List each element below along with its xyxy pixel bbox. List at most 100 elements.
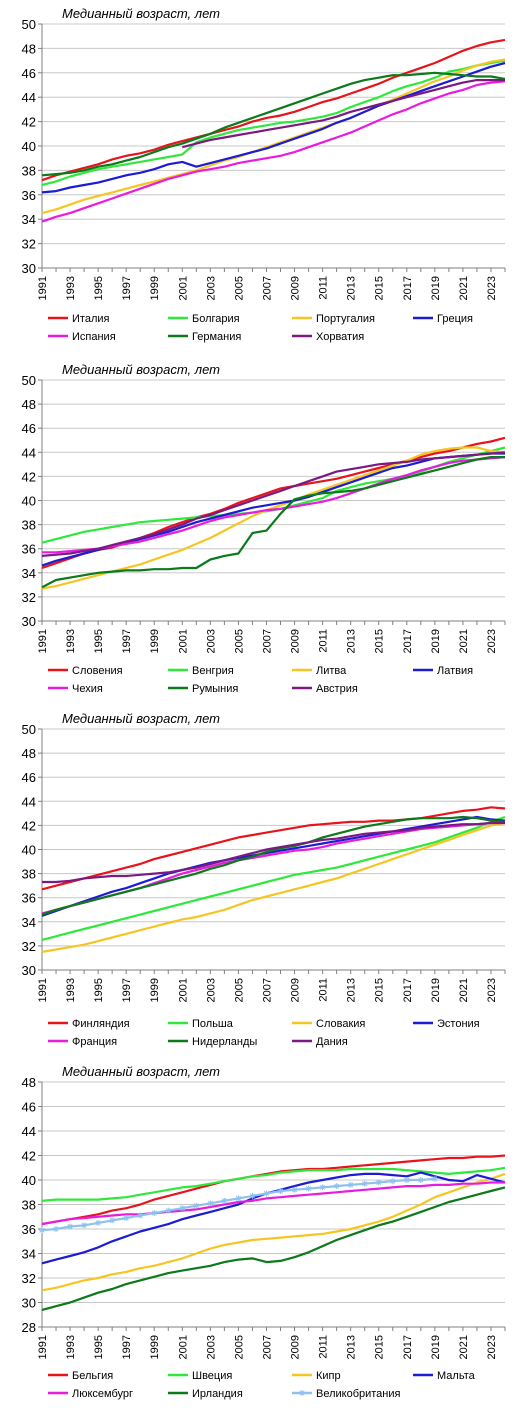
x-tick-label: 2021 bbox=[458, 978, 470, 1002]
x-tick-label: 1993 bbox=[65, 629, 77, 653]
x-tick-label: 2019 bbox=[430, 276, 442, 300]
y-tick-label: 36 bbox=[22, 891, 36, 906]
x-tick-label: 1997 bbox=[121, 629, 133, 653]
chart-panel-2: 30 32 34 36 38 40 42 44 46 48 50 1991 1993 1995 1997 19… bbox=[22, 362, 506, 695]
x-tick-label: 2005 bbox=[233, 1335, 245, 1359]
legend-label: Польша bbox=[192, 1018, 234, 1030]
x-tick-label: 2009 bbox=[290, 978, 302, 1002]
x-tick-label: 2003 bbox=[205, 276, 217, 300]
y-tick-label: 38 bbox=[22, 867, 36, 882]
series-marker bbox=[81, 1222, 88, 1229]
series-marker bbox=[221, 1197, 228, 1204]
legend-label: Австрия bbox=[316, 683, 358, 695]
y-axis-label: Медианный возраст, лет bbox=[62, 362, 220, 377]
x-tick-label: 1991 bbox=[37, 276, 49, 300]
x-tick-label: 2001 bbox=[177, 978, 189, 1002]
series-line bbox=[41, 821, 506, 953]
x-tick-label: 1999 bbox=[149, 629, 161, 653]
series-marker bbox=[431, 1175, 438, 1182]
x-tick-label: 2019 bbox=[430, 1335, 442, 1359]
legend-label: Греция bbox=[437, 313, 473, 325]
y-tick-label: 32 bbox=[22, 1271, 36, 1286]
y-tick-label: 30 bbox=[22, 614, 36, 629]
y-tick-label: 48 bbox=[22, 41, 36, 56]
y-tick-label: 30 bbox=[22, 1296, 36, 1311]
x-tick-label: 1995 bbox=[93, 978, 105, 1002]
series-line bbox=[41, 1166, 506, 1202]
series-marker bbox=[109, 1217, 116, 1224]
x-tick-label: 2021 bbox=[458, 629, 470, 653]
x-tick-label: 1991 bbox=[37, 629, 49, 653]
series-line bbox=[41, 1181, 505, 1226]
y-tick-label: 38 bbox=[22, 518, 36, 533]
y-axis-label: Медианный возраст, лет bbox=[62, 711, 220, 726]
legend-label: Словакия bbox=[316, 1018, 365, 1030]
x-tick-label: 1999 bbox=[149, 1335, 161, 1359]
x-tick-label: 2003 bbox=[205, 1335, 217, 1359]
legend-label: Германия bbox=[192, 331, 241, 343]
x-tick-label: 2023 bbox=[486, 629, 498, 653]
x-tick-label: 1999 bbox=[149, 276, 161, 300]
series-marker bbox=[417, 1177, 424, 1183]
series-marker bbox=[347, 1181, 354, 1188]
y-tick-label: 34 bbox=[22, 915, 36, 930]
series-marker bbox=[151, 1210, 158, 1217]
series-marker bbox=[207, 1200, 214, 1207]
x-tick-label: 2007 bbox=[261, 276, 273, 300]
series-marker bbox=[389, 1178, 396, 1185]
series-line bbox=[41, 71, 506, 177]
legend-label: Италия bbox=[72, 313, 110, 325]
x-tick-label: 2015 bbox=[374, 276, 386, 300]
legend-label: Чехия bbox=[72, 683, 103, 695]
y-tick-label: 50 bbox=[22, 722, 36, 737]
y-tick-label: 32 bbox=[22, 590, 36, 605]
series-line bbox=[182, 79, 505, 149]
chart-panel-4: 28 30 32 34 36 38 40 42 44 46 48 1991 1993 1995 1997 19… bbox=[22, 1064, 506, 1400]
y-tick-label: 40 bbox=[22, 494, 36, 509]
y-tick-label: 32 bbox=[22, 939, 36, 954]
series-marker bbox=[53, 1226, 60, 1232]
legend-label: Великобритания bbox=[316, 1388, 401, 1400]
series-line bbox=[41, 815, 506, 917]
legend-marker bbox=[299, 1390, 305, 1396]
x-tick-label: 2001 bbox=[177, 1335, 189, 1359]
y-tick-label: 40 bbox=[22, 139, 36, 154]
x-tick-label: 2001 bbox=[177, 629, 189, 653]
x-tick-label: 2017 bbox=[402, 978, 414, 1002]
x-tick-label: 1997 bbox=[121, 1335, 133, 1359]
y-axis-label: Медианный возраст, лет bbox=[62, 6, 220, 21]
series-marker bbox=[179, 1205, 186, 1212]
x-tick-label: 2011 bbox=[318, 629, 330, 653]
x-tick-label: 2009 bbox=[290, 1335, 302, 1359]
series-line bbox=[41, 38, 506, 182]
y-tick-label: 34 bbox=[22, 212, 36, 227]
x-tick-label: 1995 bbox=[93, 276, 105, 300]
y-tick-label: 32 bbox=[22, 237, 36, 252]
legend-label: Нидерланды bbox=[192, 1036, 257, 1048]
x-tick-label: 2017 bbox=[402, 629, 414, 653]
y-tick-label: 44 bbox=[22, 90, 36, 105]
y-tick-label: 34 bbox=[22, 1247, 36, 1262]
legend-label: Испания bbox=[72, 331, 116, 343]
series-line bbox=[41, 80, 506, 223]
x-tick-label: 2017 bbox=[402, 1335, 414, 1359]
x-tick-label: 2023 bbox=[486, 978, 498, 1002]
x-tick-label: 2019 bbox=[430, 629, 442, 653]
x-tick-label: 2007 bbox=[261, 629, 273, 653]
series-line bbox=[41, 815, 506, 941]
y-tick-label: 30 bbox=[22, 963, 36, 978]
series-line bbox=[41, 446, 506, 544]
series-line bbox=[41, 1186, 506, 1311]
legend-label: Венгрия bbox=[192, 665, 234, 677]
x-tick-label: 1993 bbox=[65, 276, 77, 300]
legend-label: Франция bbox=[72, 1036, 117, 1048]
x-tick-label: 2021 bbox=[458, 1335, 470, 1359]
y-tick-label: 40 bbox=[22, 1173, 36, 1188]
series-marker bbox=[319, 1184, 326, 1191]
x-tick-label: 2013 bbox=[346, 629, 358, 653]
x-tick-label: 1995 bbox=[93, 1335, 105, 1359]
series-marker bbox=[67, 1223, 74, 1230]
y-tick-label: 44 bbox=[22, 1124, 36, 1139]
y-tick-label: 44 bbox=[22, 445, 36, 460]
legend-label: Люксембург bbox=[72, 1388, 133, 1400]
